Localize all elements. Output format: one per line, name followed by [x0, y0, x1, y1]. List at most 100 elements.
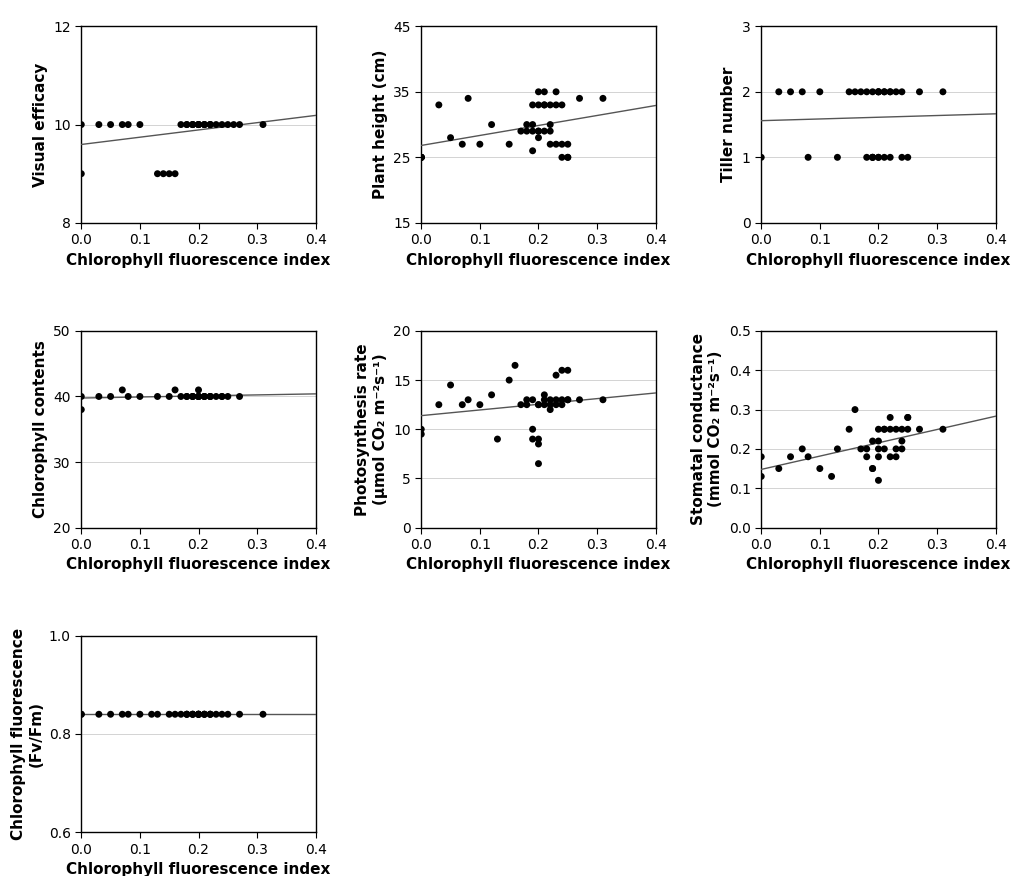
Point: [536, 98, 553, 112]
Point: [196, 390, 212, 404]
Point: [190, 383, 206, 397]
Point: [935, 422, 951, 436]
Point: [876, 422, 892, 436]
Point: [829, 151, 845, 165]
Point: [894, 434, 910, 448]
Point: [173, 707, 189, 721]
Point: [132, 117, 148, 131]
Point: [554, 392, 570, 406]
Point: [471, 138, 488, 152]
Point: [162, 707, 178, 721]
Point: [554, 364, 570, 378]
Point: [871, 151, 887, 165]
Point: [255, 707, 271, 721]
Point: [162, 166, 178, 180]
Point: [454, 398, 470, 412]
Point: [871, 85, 887, 99]
Point: [823, 470, 839, 484]
Point: [232, 390, 248, 404]
Point: [255, 117, 271, 131]
Point: [232, 707, 248, 721]
Point: [202, 707, 218, 721]
X-axis label: Chlorophyll fluorescence index: Chlorophyll fluorescence index: [66, 862, 330, 876]
Point: [196, 707, 212, 721]
Point: [753, 470, 769, 484]
Point: [899, 151, 915, 165]
Y-axis label: Tiller number: Tiller number: [721, 67, 737, 182]
Point: [190, 117, 206, 131]
Point: [536, 98, 553, 112]
Point: [179, 117, 195, 131]
Point: [484, 388, 500, 402]
Point: [501, 373, 517, 387]
Point: [935, 85, 951, 99]
Point: [179, 707, 195, 721]
Point: [208, 390, 225, 404]
Point: [530, 432, 547, 446]
Point: [795, 85, 811, 99]
Point: [543, 392, 559, 406]
Point: [507, 358, 523, 372]
Point: [865, 151, 881, 165]
Point: [202, 707, 218, 721]
Point: [185, 707, 201, 721]
Point: [536, 392, 553, 406]
Point: [894, 85, 910, 99]
Point: [829, 442, 845, 456]
Point: [865, 151, 881, 165]
Point: [185, 390, 201, 404]
Point: [213, 390, 230, 404]
Point: [543, 138, 559, 152]
Point: [560, 151, 576, 165]
Point: [859, 442, 875, 456]
Point: [442, 378, 458, 392]
Y-axis label: Plant height (cm): Plant height (cm): [373, 50, 388, 199]
Point: [548, 98, 564, 112]
Point: [185, 707, 201, 721]
Point: [518, 124, 534, 138]
Point: [871, 473, 887, 487]
Point: [536, 85, 553, 99]
Point: [513, 124, 529, 138]
Point: [414, 422, 430, 436]
X-axis label: Chlorophyll fluorescence index: Chlorophyll fluorescence index: [747, 557, 1011, 573]
Point: [518, 398, 534, 412]
Point: [213, 707, 230, 721]
Y-axis label: Photosynthesis rate
(μmol CO₂ m⁻²s⁻¹): Photosynthesis rate (μmol CO₂ m⁻²s⁻¹): [356, 343, 388, 516]
Point: [888, 442, 904, 456]
Point: [560, 151, 576, 165]
Point: [524, 124, 541, 138]
Point: [190, 707, 206, 721]
Point: [190, 390, 206, 404]
Point: [90, 707, 107, 721]
Point: [155, 166, 172, 180]
Point: [513, 398, 529, 412]
Point: [771, 462, 787, 476]
Point: [894, 442, 910, 456]
Point: [414, 151, 430, 165]
Point: [460, 91, 477, 105]
Point: [594, 91, 611, 105]
Point: [213, 117, 230, 131]
Point: [103, 117, 119, 131]
Point: [530, 398, 547, 412]
Point: [202, 707, 218, 721]
Point: [431, 98, 447, 112]
Point: [554, 398, 570, 412]
Point: [524, 392, 541, 406]
Point: [876, 85, 892, 99]
Point: [114, 707, 130, 721]
Point: [530, 124, 547, 138]
Point: [202, 117, 218, 131]
Point: [190, 117, 206, 131]
Point: [90, 390, 107, 404]
Point: [414, 151, 430, 165]
Point: [899, 411, 915, 425]
Point: [173, 390, 189, 404]
Point: [888, 85, 904, 99]
Point: [871, 449, 887, 463]
Point: [812, 85, 828, 99]
Point: [190, 117, 206, 131]
Point: [852, 85, 869, 99]
Point: [876, 422, 892, 436]
